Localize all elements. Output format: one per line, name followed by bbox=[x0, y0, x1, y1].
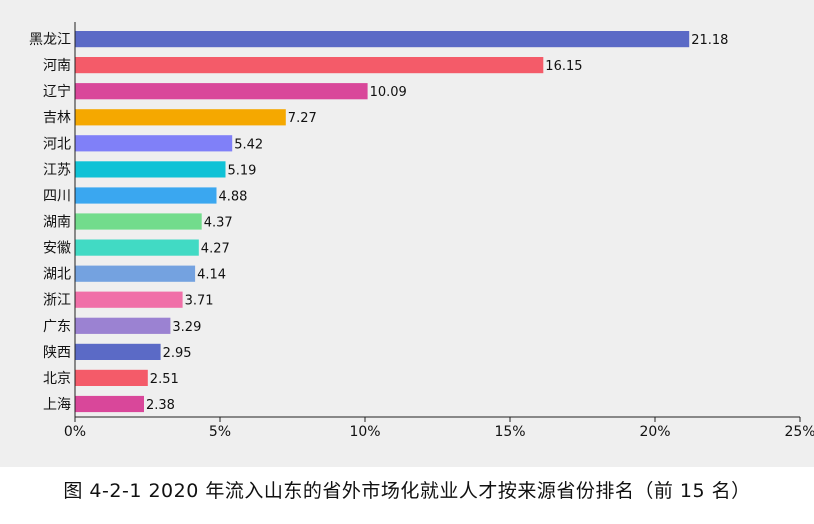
category-label: 黑龙江 bbox=[29, 32, 71, 48]
data-label: 5.19 bbox=[228, 163, 257, 178]
x-tick-label: 0% bbox=[64, 424, 86, 440]
category-label: 安徽 bbox=[43, 241, 71, 257]
data-label: 4.88 bbox=[219, 189, 248, 204]
category-label: 陕西 bbox=[43, 345, 71, 361]
x-tick-label: 10% bbox=[349, 424, 380, 440]
category-label: 辽宁 bbox=[43, 83, 71, 100]
category-label: 北京 bbox=[43, 371, 71, 387]
data-label: 3.71 bbox=[185, 294, 214, 309]
category-label: 浙江 bbox=[43, 293, 71, 309]
bar-7 bbox=[75, 187, 217, 204]
x-tick-label: 20% bbox=[639, 424, 670, 440]
bar-2 bbox=[75, 57, 544, 74]
data-label: 4.14 bbox=[197, 268, 226, 283]
data-label: 21.18 bbox=[691, 33, 728, 48]
category-label: 广东 bbox=[43, 319, 71, 335]
bar-10 bbox=[75, 265, 196, 282]
category-label: 湖南 bbox=[43, 215, 71, 231]
data-label: 5.42 bbox=[234, 137, 263, 152]
category-label: 上海 bbox=[43, 397, 71, 413]
data-label: 2.51 bbox=[150, 372, 179, 387]
bar-chart: 黑龙江 21.18 河南 16.15 辽宁 10.09 吉林 7.27 河北 5.42 江苏 5.19… bbox=[29, 22, 814, 440]
data-label: 7.27 bbox=[288, 111, 317, 126]
bar-9 bbox=[75, 239, 199, 256]
x-tick-label: 25% bbox=[784, 424, 814, 440]
bar-3 bbox=[75, 83, 368, 100]
data-label: 4.27 bbox=[201, 242, 230, 257]
bar-5 bbox=[75, 135, 233, 152]
bar-14 bbox=[75, 369, 148, 386]
bar-15 bbox=[75, 395, 144, 413]
data-label: 3.29 bbox=[172, 320, 201, 335]
bar-4 bbox=[75, 109, 286, 126]
figure-caption: 图 4-2-1 2020 年流入山东的省外市场化就业人才按来源省份排名（前 15… bbox=[63, 480, 751, 502]
category-label: 四川 bbox=[43, 188, 71, 204]
category-label: 河北 bbox=[43, 136, 71, 152]
x-tick-label: 5% bbox=[209, 424, 231, 440]
bar-11 bbox=[75, 291, 183, 308]
data-label: 2.38 bbox=[146, 398, 175, 413]
bar-6 bbox=[75, 161, 226, 178]
x-tick-label: 15% bbox=[494, 424, 525, 440]
category-label: 河南 bbox=[43, 58, 71, 74]
bar-12 bbox=[75, 317, 171, 334]
category-label: 吉林 bbox=[43, 110, 71, 126]
data-label: 10.09 bbox=[370, 85, 407, 100]
chart-panel: 黑龙江 21.18 河南 16.15 辽宁 10.09 吉林 7.27 河北 5.42 江苏 5.19… bbox=[0, 0, 814, 467]
data-label: 16.15 bbox=[545, 59, 582, 74]
data-label: 4.37 bbox=[204, 216, 233, 231]
bar-1 bbox=[75, 31, 690, 48]
data-label: 2.95 bbox=[163, 346, 192, 361]
bar-13 bbox=[75, 343, 161, 360]
category-label: 江苏 bbox=[43, 162, 71, 178]
category-label: 湖北 bbox=[43, 267, 71, 283]
bar-8 bbox=[75, 213, 202, 230]
